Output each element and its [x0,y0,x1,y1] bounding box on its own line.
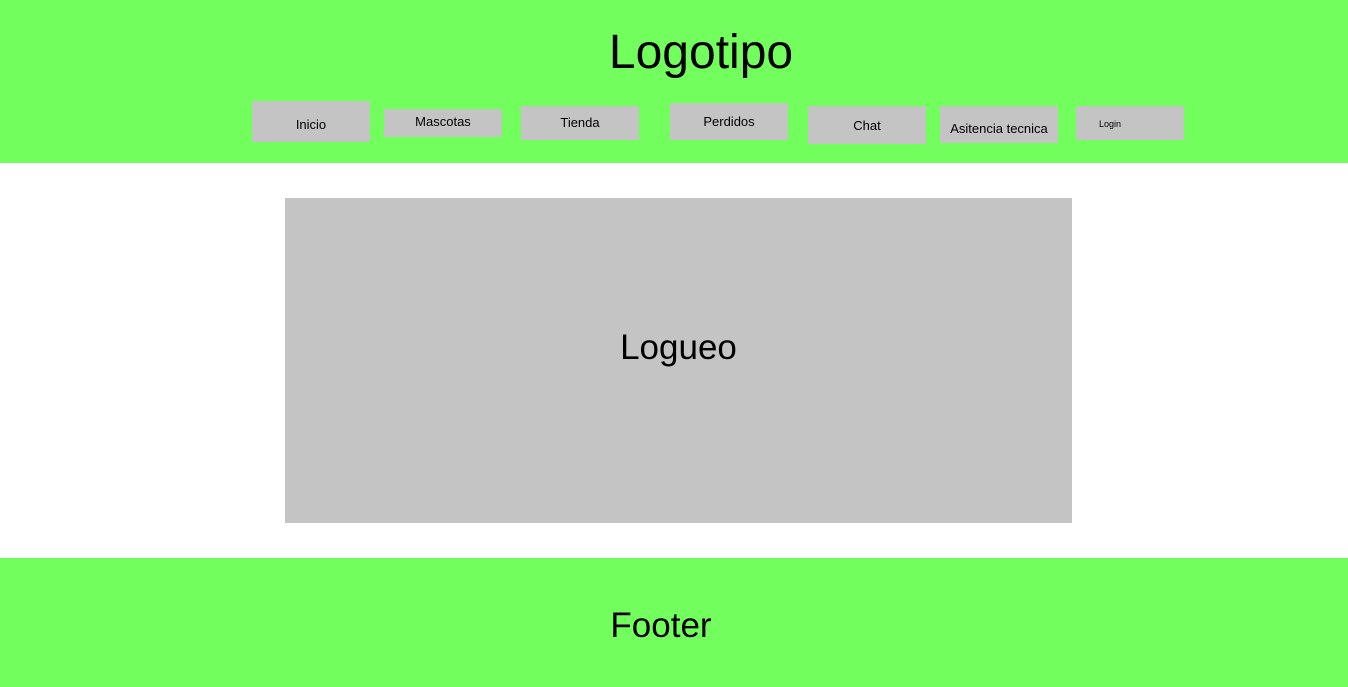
login-panel-title: Logueo [620,328,737,367]
login-panel: Logueo [285,198,1072,523]
footer-text: Footer [610,606,712,645]
site-logo[interactable]: Logotipo [608,26,794,79]
nav-button-label: Chat [853,118,881,133]
nav-button-login[interactable]: Login [1076,106,1184,140]
nav-button-label: Asitencia tecnica [950,121,1048,136]
nav-button-label: Tienda [560,115,600,130]
nav-button-label: Login [1099,119,1122,129]
site-header: Logotipo Inicio Mascotas Tienda Perdidos… [0,0,1348,163]
nav-button-perdidos[interactable]: Perdidos [670,103,788,140]
nav-button-tienda[interactable]: Tienda [521,106,639,140]
nav-button-label: Perdidos [703,114,755,129]
nav-button-chat[interactable]: Chat [808,106,926,144]
nav-button-mascotas[interactable]: Mascotas [384,109,502,137]
nav-button-label: Inicio [295,117,327,132]
nav-button-label: Mascotas [415,114,471,129]
site-footer: Footer [0,558,1348,687]
nav-button-inicio[interactable]: Inicio [252,101,370,142]
nav-button-asistencia-tecnica[interactable]: Asitencia tecnica [940,106,1058,143]
